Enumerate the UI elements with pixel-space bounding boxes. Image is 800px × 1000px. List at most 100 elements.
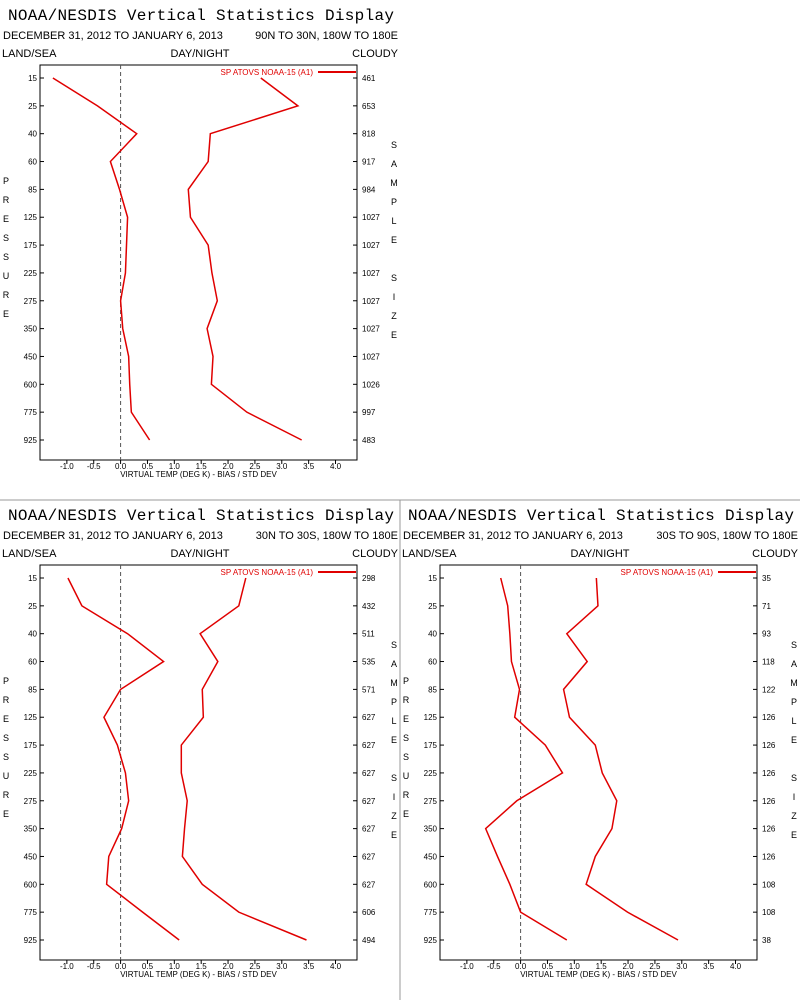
x-tick-label: -1.0 bbox=[60, 962, 74, 971]
sample-size-label: 606 bbox=[362, 908, 376, 917]
land-sea: LAND/SEA bbox=[402, 548, 457, 560]
day-night: DAY/NIGHT bbox=[170, 48, 229, 60]
sample-size-label: 627 bbox=[362, 769, 376, 778]
x-tick-label: 3.5 bbox=[303, 962, 315, 971]
sample-size-label: 432 bbox=[362, 602, 376, 611]
y-axis-label: PRESSURE bbox=[401, 676, 411, 828]
date-range: DECEMBER 31, 2012 TO JANUARY 6, 2013 bbox=[3, 530, 223, 542]
pressure-label: 350 bbox=[424, 825, 438, 834]
day-night: DAY/NIGHT bbox=[570, 548, 629, 560]
legend-label: SP ATOVS NOAA-15 (A1) bbox=[221, 568, 314, 577]
pressure-label: 350 bbox=[24, 325, 38, 334]
sample-size-label: 818 bbox=[362, 130, 376, 139]
sample-size-label: 1027 bbox=[362, 352, 380, 361]
sample-size-label: 1027 bbox=[362, 325, 380, 334]
x-axis-label: VIRTUAL TEMP (DEG K) - BIAS / STD DEV bbox=[120, 470, 277, 479]
x-tick-label: 3.5 bbox=[703, 962, 715, 971]
pressure-label: 25 bbox=[28, 602, 37, 611]
x-tick-label: -1.0 bbox=[60, 462, 74, 471]
bias-line bbox=[67, 577, 180, 941]
x-tick-label: 2.5 bbox=[249, 962, 261, 971]
pressure-label: 25 bbox=[28, 102, 37, 111]
x-tick-label: 0.5 bbox=[142, 462, 154, 471]
pressure-label: 25 bbox=[428, 602, 437, 611]
plot-frame bbox=[39, 64, 358, 461]
x-tick-label: 3.0 bbox=[276, 462, 288, 471]
sample-size-label: 1026 bbox=[362, 380, 380, 389]
panel: NOAA/NESDIS Vertical Statistics Display D… bbox=[1, 7, 399, 479]
plot-frame bbox=[39, 564, 358, 961]
chart-title: NOAA/NESDIS Vertical Statistics Display bbox=[408, 507, 794, 525]
x-axis-label: VIRTUAL TEMP (DEG K) - BIAS / STD DEV bbox=[120, 970, 277, 979]
std-dev-line bbox=[187, 77, 302, 441]
sample-size-label: 126 bbox=[762, 769, 776, 778]
pressure-label: 275 bbox=[24, 797, 38, 806]
sample-size-label: 108 bbox=[762, 880, 776, 889]
sample-size-label: 35 bbox=[762, 574, 771, 583]
x-tick-label: 1.0 bbox=[169, 462, 181, 471]
pressure-label: 925 bbox=[424, 936, 438, 945]
pressure-label: 175 bbox=[24, 741, 38, 750]
pressure-label: 450 bbox=[424, 852, 438, 861]
pressure-label: 275 bbox=[24, 297, 38, 306]
x-tick-label: 2.5 bbox=[249, 462, 261, 471]
chart-title: NOAA/NESDIS Vertical Statistics Display bbox=[8, 507, 394, 525]
x-tick-label: 4.0 bbox=[730, 962, 742, 971]
sample-size-label: 93 bbox=[762, 630, 771, 639]
pressure-label: 600 bbox=[24, 380, 38, 389]
pressure-label: 125 bbox=[24, 213, 38, 222]
panel: NOAA/NESDIS Vertical Statistics Display D… bbox=[1, 507, 399, 979]
sample-size-label: 511 bbox=[362, 630, 375, 639]
x-tick-label: 0.5 bbox=[142, 962, 154, 971]
land-sea: LAND/SEA bbox=[2, 48, 57, 60]
std-dev-line bbox=[562, 577, 679, 941]
pressure-label: 450 bbox=[24, 852, 38, 861]
x-tick-label: 2.5 bbox=[649, 962, 661, 971]
panel: NOAA/NESDIS Vertical Statistics Display D… bbox=[401, 507, 799, 979]
y-axis-label: PRESSURE bbox=[1, 676, 11, 828]
sample-size-label: 298 bbox=[362, 574, 376, 583]
sample-size-label: 1027 bbox=[362, 297, 380, 306]
x-tick-label: 3.0 bbox=[276, 962, 288, 971]
sample-size-label: 118 bbox=[762, 658, 775, 667]
y2-axis-label: SAMPLE SIZE bbox=[789, 640, 799, 849]
x-tick-label: -0.5 bbox=[87, 462, 101, 471]
date-range: DECEMBER 31, 2012 TO JANUARY 6, 2013 bbox=[3, 30, 223, 42]
x-axis-label: VIRTUAL TEMP (DEG K) - BIAS / STD DEV bbox=[520, 970, 677, 979]
pressure-label: 175 bbox=[24, 241, 38, 250]
x-tick-label: 2.0 bbox=[622, 962, 634, 971]
x-tick-label: 3.5 bbox=[303, 462, 315, 471]
x-tick-label: 1.5 bbox=[196, 962, 208, 971]
sample-size-label: 627 bbox=[362, 880, 376, 889]
x-tick-label: 1.0 bbox=[169, 962, 181, 971]
x-tick-label: 4.0 bbox=[330, 962, 342, 971]
pressure-label: 775 bbox=[24, 408, 38, 417]
pressure-label: 40 bbox=[28, 130, 37, 139]
pressure-label: 15 bbox=[28, 74, 37, 83]
x-tick-label: 1.0 bbox=[569, 962, 581, 971]
x-tick-label: 0.0 bbox=[515, 962, 527, 971]
sample-size-label: 126 bbox=[762, 825, 776, 834]
sample-size-label: 494 bbox=[362, 936, 376, 945]
y-axis-label: PRESSURE bbox=[1, 176, 11, 328]
legend-label: SP ATOVS NOAA-15 (A1) bbox=[221, 68, 314, 77]
pressure-label: 775 bbox=[24, 908, 38, 917]
sample-size-label: 1027 bbox=[362, 241, 380, 250]
x-tick-label: -0.5 bbox=[487, 962, 501, 971]
pressure-label: 60 bbox=[28, 658, 37, 667]
cloudy: CLOUDY bbox=[352, 548, 399, 560]
x-tick-label: -1.0 bbox=[460, 962, 474, 971]
pressure-label: 40 bbox=[428, 630, 437, 639]
land-sea: LAND/SEA bbox=[2, 548, 57, 560]
sample-size-label: 1027 bbox=[362, 269, 380, 278]
pressure-label: 275 bbox=[424, 797, 438, 806]
sample-size-label: 653 bbox=[362, 102, 376, 111]
pressure-label: 85 bbox=[28, 685, 37, 694]
pressure-label: 225 bbox=[24, 769, 38, 778]
sample-size-label: 627 bbox=[362, 852, 376, 861]
x-tick-label: 1.5 bbox=[196, 462, 208, 471]
sample-size-label: 984 bbox=[362, 185, 376, 194]
bias-line bbox=[484, 577, 568, 941]
sample-size-label: 461 bbox=[362, 74, 376, 83]
